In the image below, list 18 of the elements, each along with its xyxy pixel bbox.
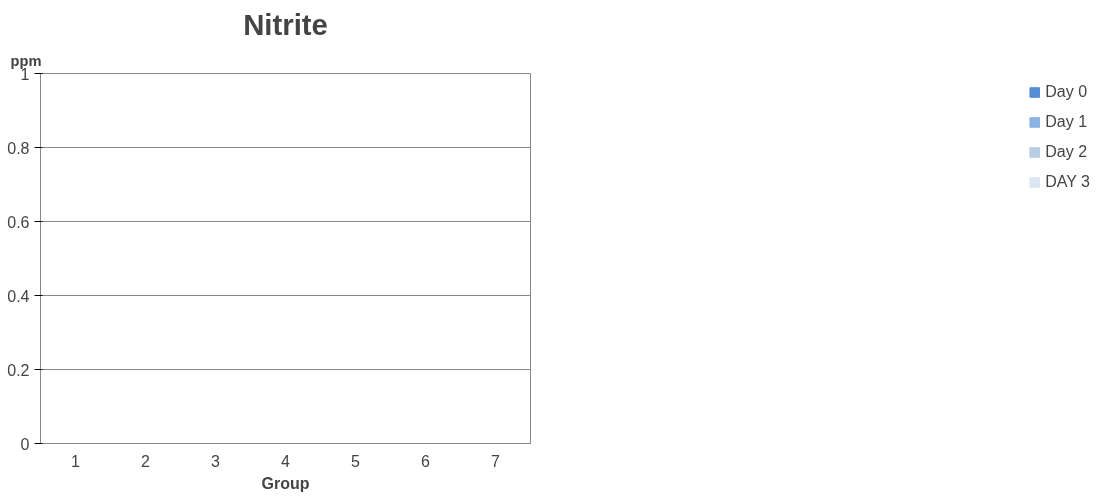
legend-label: Day 0 xyxy=(1045,83,1088,101)
x-tick-label: 4 xyxy=(281,452,291,470)
y-tick-label: 0.6 xyxy=(7,213,30,231)
chart-title: Nitrite xyxy=(243,7,328,41)
y-tick-label: 0.8 xyxy=(7,139,30,157)
x-tick-label: 7 xyxy=(491,452,501,470)
y-tick-label: 0 xyxy=(20,435,30,453)
legend-label: DAY 3 xyxy=(1045,173,1090,191)
x-tick-label: 6 xyxy=(421,452,431,470)
y-tick-label: 0.4 xyxy=(7,287,30,305)
x-tick-label: 5 xyxy=(351,452,361,470)
x-tick-label: 1 xyxy=(71,452,81,470)
x-tick-label: 3 xyxy=(211,452,221,470)
legend-label: Day 1 xyxy=(1045,113,1088,131)
x-axis-title: Group xyxy=(261,474,310,492)
y-tick-label: 0.2 xyxy=(7,361,30,379)
legend-label: Day 2 xyxy=(1045,143,1088,161)
x-tick-label: 2 xyxy=(141,452,151,470)
